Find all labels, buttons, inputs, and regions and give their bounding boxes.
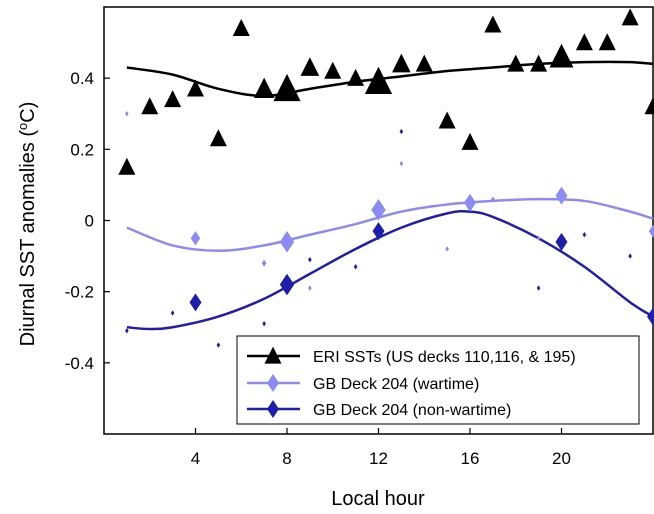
x-axis-ticks: 4 8 12 16 20 bbox=[191, 428, 571, 468]
wartime-point bbox=[371, 199, 386, 221]
wartime-point bbox=[399, 160, 404, 167]
eri-point bbox=[392, 53, 411, 73]
legend-non-wartime-marker bbox=[267, 400, 279, 418]
eri-point bbox=[273, 73, 301, 102]
eri-point bbox=[461, 132, 479, 150]
eri-point bbox=[141, 97, 159, 115]
wartime-point bbox=[648, 224, 654, 238]
non-wartime-point bbox=[216, 342, 221, 348]
x-tick-label: 20 bbox=[552, 449, 571, 468]
non-wartime-point bbox=[399, 128, 404, 135]
eri-point bbox=[324, 61, 342, 79]
non-wartime-point bbox=[308, 256, 312, 263]
non-wartime-point bbox=[279, 273, 295, 296]
wartime-point bbox=[190, 231, 201, 246]
wartime-point bbox=[464, 193, 476, 212]
y-tick-label: 0 bbox=[85, 212, 94, 231]
eri-point bbox=[164, 90, 182, 108]
eri-point bbox=[530, 54, 548, 72]
wartime-point bbox=[491, 196, 495, 202]
y-tick-label: -0.2 bbox=[65, 283, 94, 302]
non-wartime-point bbox=[125, 328, 129, 334]
trend-lines bbox=[126, 60, 654, 331]
y-axis-label-superscript: o bbox=[15, 123, 30, 130]
legend-wartime-label: GB Deck 204 (wartime) bbox=[313, 376, 479, 393]
y-axis-ticks: -0.4 -0.2 0 0.2 0.4 bbox=[65, 69, 110, 373]
non-wartime-point bbox=[647, 307, 654, 326]
eri-point bbox=[507, 54, 525, 72]
legend-box bbox=[236, 335, 640, 425]
y-tick-label: 0.4 bbox=[70, 69, 94, 88]
x-tick-label: 8 bbox=[282, 449, 291, 468]
non-wartime-point bbox=[170, 310, 175, 316]
legend: ERI SSTs (US decks 110,116, & 195) GB Dec… bbox=[236, 335, 640, 425]
y-axis-label: Diurnal SST anomalies (oC) bbox=[15, 102, 39, 347]
eri-point bbox=[364, 66, 393, 94]
wartime-point bbox=[261, 259, 267, 267]
wartime-point bbox=[279, 231, 295, 253]
non-wartime-point bbox=[582, 232, 587, 238]
legend-eri-label: ERI SSTs (US decks 110,116, & 195) bbox=[313, 349, 576, 366]
non-wartime-trend-line bbox=[126, 209, 654, 331]
legend-eri-marker bbox=[264, 346, 282, 364]
non-wartime-point bbox=[262, 320, 266, 327]
x-tick-label: 12 bbox=[369, 449, 388, 468]
eri-point bbox=[187, 79, 204, 97]
y-axis-label-unit: C) bbox=[17, 102, 39, 123]
wartime-point bbox=[308, 285, 312, 291]
eri-point bbox=[253, 77, 275, 99]
eri-point bbox=[598, 33, 616, 51]
non-wartime-point bbox=[189, 293, 202, 312]
eri-point bbox=[300, 57, 320, 76]
wartime-trend-line bbox=[126, 197, 654, 252]
x-tick-label: 16 bbox=[461, 449, 480, 468]
eri-trend-line bbox=[126, 60, 654, 98]
y-tick-label: -0.4 bbox=[65, 354, 94, 373]
eri-point bbox=[484, 15, 502, 33]
eri-point bbox=[644, 97, 654, 115]
y-axis-label-main: Diurnal SST anomalies ( bbox=[17, 130, 39, 347]
data-markers bbox=[118, 8, 654, 348]
non-wartime-point bbox=[555, 232, 568, 251]
eri-point bbox=[209, 129, 227, 147]
non-wartime-point bbox=[628, 253, 632, 259]
wartime-point bbox=[536, 235, 541, 241]
x-axis-label: Local hour bbox=[331, 488, 425, 510]
wartime-point bbox=[555, 186, 568, 205]
wartime-point bbox=[445, 246, 449, 252]
eri-point bbox=[415, 54, 433, 72]
eri-point bbox=[438, 111, 456, 129]
non-wartime-point bbox=[536, 285, 541, 291]
non-wartime-point bbox=[372, 222, 385, 241]
eri-point bbox=[575, 33, 593, 51]
eri-point bbox=[118, 157, 136, 175]
non-wartime-point bbox=[353, 264, 358, 270]
eri-point bbox=[621, 8, 639, 26]
eri-point bbox=[232, 19, 250, 36]
wartime-point bbox=[125, 111, 129, 117]
x-tick-label: 4 bbox=[191, 449, 200, 468]
eri-point bbox=[549, 43, 574, 68]
eri-point bbox=[347, 68, 365, 86]
legend-wartime-marker bbox=[267, 374, 279, 392]
y-tick-label: 0.2 bbox=[70, 140, 94, 159]
legend-non-wartime-label: GB Deck 204 (non-wartime) bbox=[313, 402, 511, 419]
